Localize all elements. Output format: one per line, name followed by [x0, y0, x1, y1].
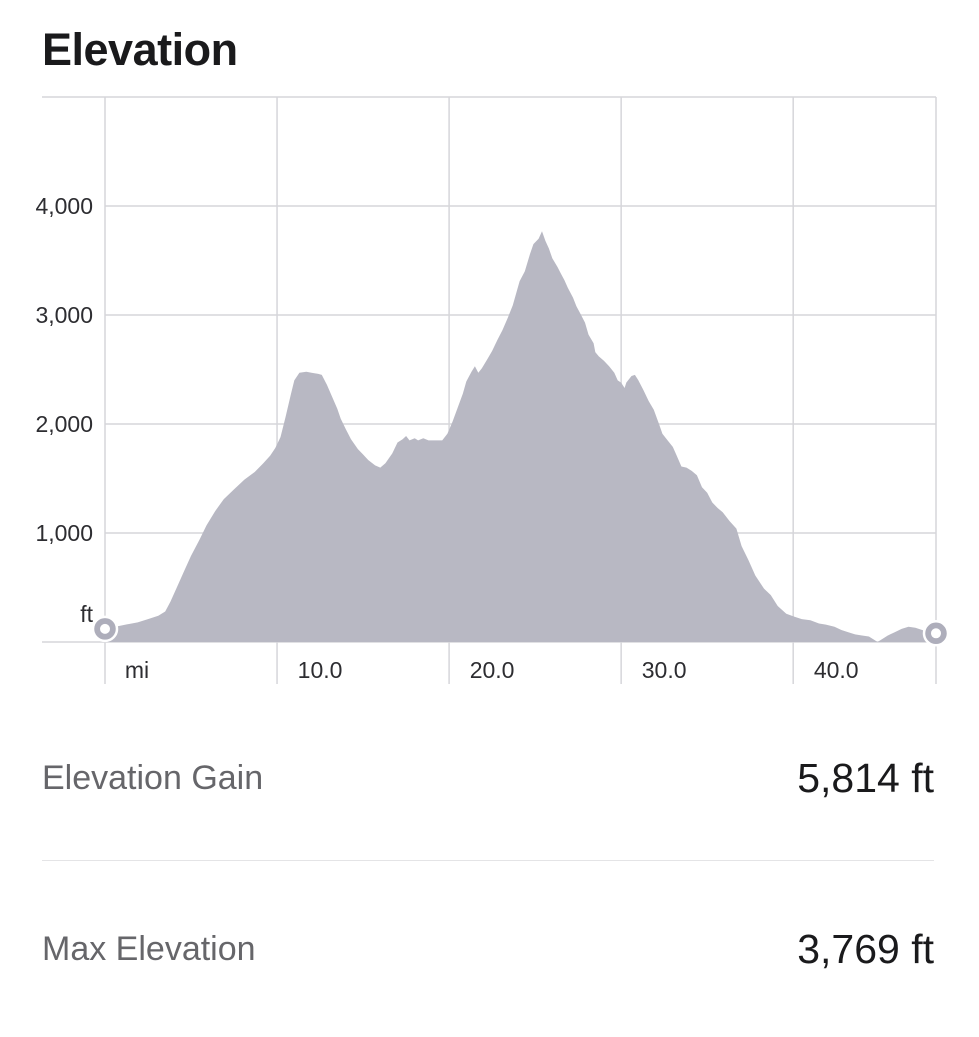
x-tick-label: 10.0 — [298, 657, 343, 683]
elevation-area — [105, 231, 936, 642]
marker-hole — [100, 623, 110, 634]
elevation-gain-value: 5,814 ft — [797, 755, 934, 801]
elevation-gain-label: Elevation Gain — [42, 759, 264, 797]
marker-hole — [931, 628, 941, 639]
elevation-chart[interactable]: 1,000 2,000 3,000 4,000 ft 10.0 20.0 30.0 40.0 mi — [0, 82, 979, 697]
elevation-gain-row: Elevation Gain 5,814 ft — [42, 697, 934, 861]
y-axis-unit-label: ft — [80, 601, 93, 627]
y-tick-label: 4,000 — [35, 193, 93, 219]
y-tick-label: 3,000 — [35, 302, 93, 328]
max-elevation-label: Max Elevation — [42, 929, 256, 968]
y-tick-label: 2,000 — [35, 411, 93, 437]
x-tick-label: 40.0 — [814, 657, 859, 683]
elevation-chart-svg[interactable]: 1,000 2,000 3,000 4,000 ft 10.0 20.0 30.0 40.0 mi — [0, 82, 979, 697]
x-axis-unit-label: mi — [125, 657, 149, 683]
max-elevation-value: 3,769 ft — [797, 925, 934, 972]
x-tick-label: 30.0 — [642, 657, 687, 683]
stats-section: Elevation Gain 5,814 ft Max Elevation 3,… — [0, 697, 979, 1037]
max-elevation-row: Max Elevation 3,769 ft — [42, 861, 934, 1037]
page-title: Elevation — [42, 24, 238, 75]
y-tick-label: 1,000 — [35, 520, 93, 546]
x-tick-label: 20.0 — [470, 657, 515, 683]
